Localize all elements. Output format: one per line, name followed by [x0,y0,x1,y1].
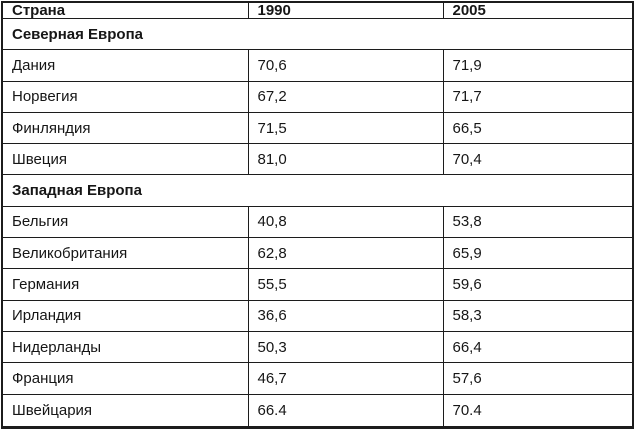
country-cell: Дания [1,49,249,82]
table-row-germany: Германия 55,5 59,6 [1,268,634,301]
table-row-denmark: Дания 70,6 71,9 [1,49,634,82]
column-header-1990: 1990 [247,1,444,19]
value-1990-cell: 46,7 [247,362,444,395]
value-2005-cell: 70.4 [442,393,634,429]
value-1990-cell: 55,5 [247,268,444,301]
value-2005-cell: 58,3 [442,299,634,332]
country-cell: Швеция [1,143,249,176]
column-header-2005: 2005 [442,1,634,19]
country-cell: Финляндия [1,111,249,145]
table-row-netherlands: Нидерланды 50,3 66,4 [1,330,634,364]
table-row-ireland: Ирландия 36,6 58,3 [1,299,634,332]
column-header-country: Страна [1,1,249,19]
value-1990-cell: 67,2 [247,80,444,113]
table-row-finland: Финляндия 71,5 66,5 [1,111,634,145]
value-1990-cell: 66.4 [247,393,444,429]
country-cell: Франция [1,362,249,395]
table-row-united-kingdom: Великобритания 62,8 65,9 [1,237,634,270]
country-cell: Великобритания [1,237,249,270]
value-2005-cell: 65,9 [442,237,634,270]
country-cell: Нидерланды [1,330,249,364]
value-2005-cell: 71,7 [442,80,634,113]
section-row-northern-europe: Северная Европа [1,17,634,51]
value-1990-cell: 71,5 [247,111,444,145]
value-2005-cell: 71,9 [442,49,634,82]
table-row-norway: Норвегия 67,2 71,7 [1,80,634,113]
table-row-france: Франция 46,7 57,6 [1,362,634,395]
value-2005-cell: 57,6 [442,362,634,395]
value-1990-cell: 62,8 [247,237,444,270]
country-cell: Норвегия [1,80,249,113]
table-row-belgium: Бельгия 40,8 53,8 [1,205,634,239]
table-row-sweden: Швеция 81,0 70,4 [1,143,634,176]
value-1990-cell: 70,6 [247,49,444,82]
value-2005-cell: 66,4 [442,330,634,364]
value-2005-cell: 53,8 [442,205,634,239]
header-row: Страна 1990 2005 [1,1,634,19]
value-2005-cell: 59,6 [442,268,634,301]
value-1990-cell: 81,0 [247,143,444,176]
value-2005-cell: 66,5 [442,111,634,145]
section-label: Западная Европа [1,174,634,207]
value-1990-cell: 50,3 [247,330,444,364]
value-1990-cell: 36,6 [247,299,444,332]
country-cell: Германия [1,268,249,301]
table-row-switzerland: Швейцария 66.4 70.4 [1,393,634,429]
country-cell: Швейцария [1,393,249,429]
country-cell: Бельгия [1,205,249,239]
value-1990-cell: 40,8 [247,205,444,239]
section-label: Северная Европа [1,17,634,51]
value-2005-cell: 70,4 [442,143,634,176]
country-cell: Ирландия [1,299,249,332]
section-row-western-europe: Западная Европа [1,174,634,207]
